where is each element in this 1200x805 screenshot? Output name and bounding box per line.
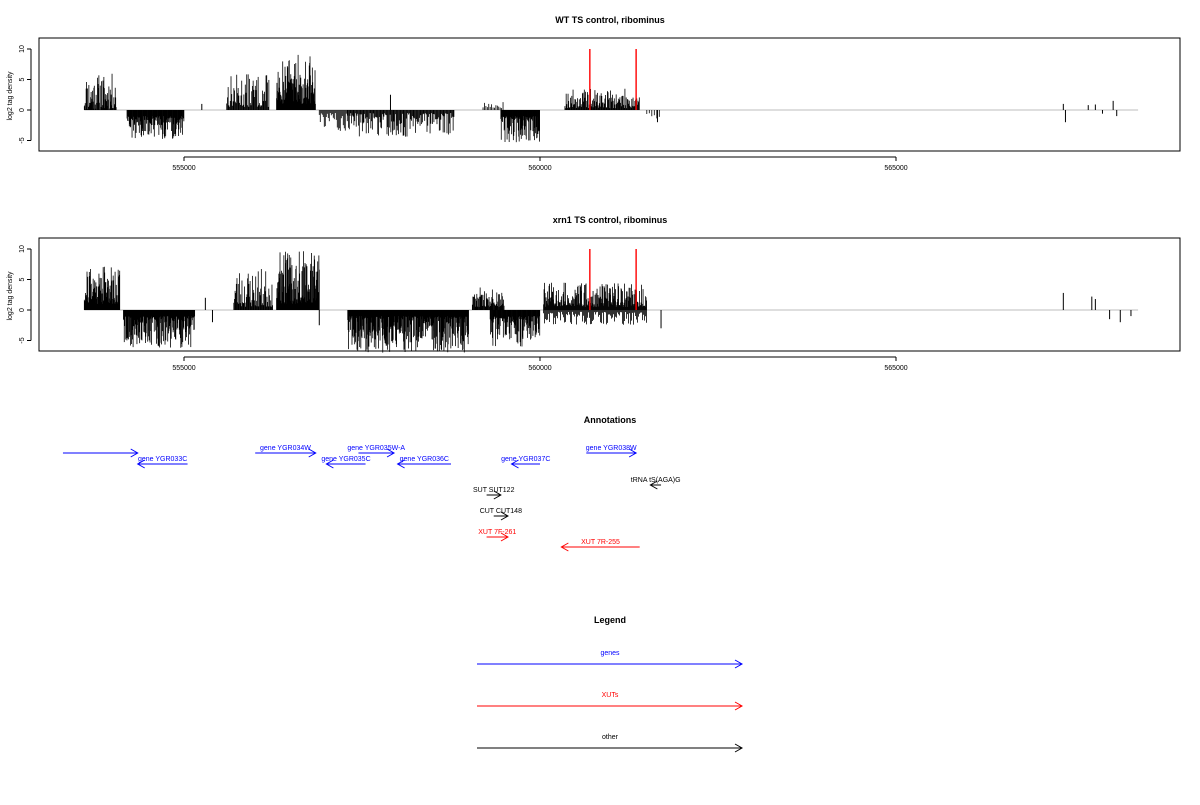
y-tick-label: -5 (19, 137, 26, 143)
feature-label: XUT 7F-261 (478, 529, 516, 536)
feature-arrowhead (500, 511, 509, 521)
x-tick-label: 565000 (884, 165, 907, 172)
annotation-feature: XUT 7F-261 (478, 529, 516, 542)
annotation-feature: gene YGR037C (501, 456, 550, 469)
y-tick-label: 10 (19, 245, 26, 253)
legend-entry: other (477, 734, 744, 753)
annotation-feature: gene YGR035W-A (347, 445, 405, 458)
y-tick-label: -5 (19, 337, 26, 343)
annotations-title: Annotations (584, 415, 637, 425)
axis-layer: 10 5 0 -5 555000 560000 565000 (19, 245, 908, 372)
legend-label: other (602, 734, 619, 741)
track-panel-xrn1: xrn1 TS control, ribominus log2 tag dens… (7, 215, 1181, 372)
feature-label: gene YGR037C (501, 456, 550, 463)
legend-entry: XUTs (477, 692, 744, 711)
annotation-feature: gene YGR036C (396, 456, 451, 469)
panel-title: xrn1 TS control, ribominus (553, 215, 668, 225)
legend-panel: Legend genes XUTs other (477, 615, 744, 753)
legend-arrowhead (734, 659, 744, 669)
annotation-feature: tRNA tS(AGA)G (631, 477, 681, 490)
y-tick-label: 10 (19, 45, 26, 53)
feature-label: gene YGR038W (586, 445, 637, 452)
feature-arrowhead (325, 459, 334, 469)
feature-label: gene YGR035W-A (347, 445, 405, 452)
feature-arrowhead (136, 459, 145, 469)
legend-label: XUTs (602, 692, 619, 699)
annotation-feature: gene YGR033C (136, 456, 188, 469)
panel-title: WT TS control, ribominus (555, 15, 665, 25)
annotation-items: gene YGR033C gene YGR034W gene YGR035W-A ge… (62, 445, 681, 552)
annotation-feature: XUT 7R-255 (560, 539, 640, 552)
legend-entry: genes (477, 650, 744, 669)
feature-label: gene YGR034W (260, 445, 311, 452)
legend-title: Legend (594, 615, 626, 625)
feature-arrowhead (386, 448, 396, 458)
annotation-feature: gene YGR034W (255, 445, 317, 458)
track-panel-wt: WT TS control, ribominus log2 tag densit… (7, 15, 1181, 172)
x-tick-label: 555000 (172, 365, 195, 372)
y-tick-label: 0 (19, 308, 26, 312)
annotation-feature: SUT SUT122 (473, 487, 515, 500)
y-tick-label: 5 (19, 277, 26, 281)
annotation-feature: CUT CUT148 (480, 508, 522, 521)
feature-arrowhead (130, 448, 139, 458)
feature-label: tRNA tS(AGA)G (631, 477, 681, 484)
feature-label: gene YGR033C (138, 456, 187, 463)
legend-arrowhead (734, 701, 744, 711)
axis-layer: 10 5 0 -5 555000 560000 565000 (19, 45, 908, 172)
x-tick-label: 555000 (172, 165, 195, 172)
signal-layer (83, 249, 1139, 353)
legend-items: genes XUTs other (477, 650, 744, 753)
feature-arrowhead (649, 480, 658, 490)
feature-arrowhead (308, 448, 317, 458)
annotation-feature: gene YGR038W (586, 445, 638, 458)
plot-frame (38, 237, 1181, 352)
feature-arrowhead (560, 542, 569, 552)
feature-label: CUT CUT148 (480, 508, 522, 515)
y-axis-label: log2 tag density (7, 71, 14, 121)
signal-layer (83, 49, 1139, 143)
y-tick-label: 5 (19, 77, 26, 81)
y-axis-label: log2 tag density (7, 271, 14, 321)
legend-arrowhead (734, 743, 744, 753)
feature-arrowhead (396, 459, 405, 469)
x-tick-label: 565000 (884, 365, 907, 372)
annotation-feature (62, 448, 139, 458)
feature-arrowhead (493, 490, 502, 500)
feature-label: SUT SUT122 (473, 487, 515, 494)
annotation-feature: gene YGR035C (321, 456, 371, 469)
feature-arrowhead (510, 459, 519, 469)
feature-label: XUT 7R-255 (581, 539, 620, 546)
legend-label: genes (600, 650, 620, 657)
feature-arrowhead (628, 448, 638, 458)
feature-label: gene YGR036C (400, 456, 449, 463)
plot-frame (38, 37, 1181, 152)
x-tick-label: 560000 (528, 165, 551, 172)
feature-arrowhead (500, 532, 509, 542)
feature-label: gene YGR035C (321, 456, 370, 463)
x-tick-label: 560000 (528, 365, 551, 372)
y-tick-label: 0 (19, 108, 26, 112)
